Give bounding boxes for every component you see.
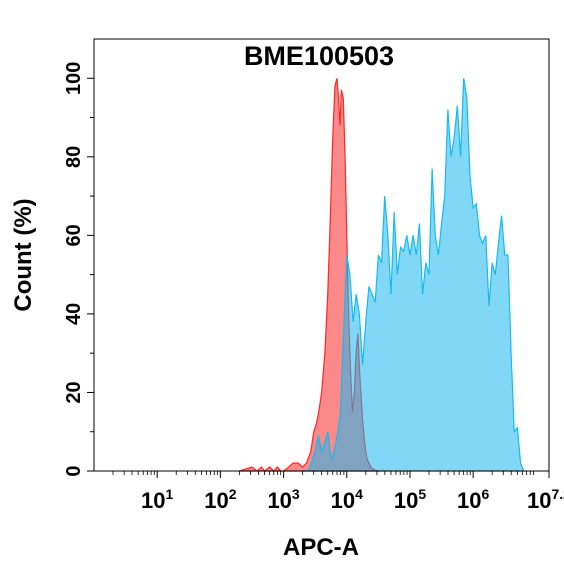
y-axis-label: Count (%)	[10, 198, 37, 311]
y-tick-label: 100	[63, 62, 85, 95]
y-tick-label: 80	[63, 146, 85, 168]
x-tick-label: 105	[394, 486, 426, 513]
x-tick-labels: 101 102 103 104 105 106 107.2	[141, 486, 564, 513]
x-tick-label: 103	[267, 486, 299, 513]
x-axis-label: APC-A	[283, 534, 359, 561]
y-tick-label: 0	[63, 465, 85, 476]
series-area-2	[302, 78, 525, 472]
x-tick-label: 102	[204, 486, 236, 513]
x-tick-label: 106	[457, 486, 489, 513]
chart-title: BME100503	[244, 41, 394, 71]
y-tick-label: 40	[63, 303, 85, 325]
y-tick-label: 60	[63, 224, 85, 246]
x-tick-label: 107.2	[527, 486, 564, 513]
x-axis-minor-ticks	[112, 471, 534, 475]
y-tick-label: 20	[63, 381, 85, 403]
series-layer	[239, 78, 525, 472]
x-axis-major-ticks	[156, 471, 550, 478]
y-tick-labels: 0 20 40 60 80 100	[63, 62, 85, 477]
y-axis-ticks	[87, 77, 94, 472]
x-tick-label: 101	[141, 486, 173, 513]
x-tick-label: 104	[331, 486, 363, 513]
